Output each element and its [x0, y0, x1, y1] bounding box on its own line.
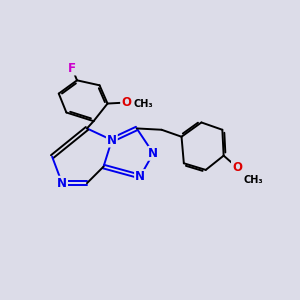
Text: CH₃: CH₃: [243, 175, 263, 185]
Text: N: N: [57, 177, 67, 190]
Text: N: N: [148, 147, 158, 160]
Text: O: O: [232, 161, 242, 174]
Text: F: F: [68, 61, 76, 74]
Text: N: N: [107, 134, 117, 146]
Text: N: N: [135, 170, 145, 183]
Text: O: O: [121, 96, 131, 109]
Text: CH₃: CH₃: [134, 98, 153, 109]
